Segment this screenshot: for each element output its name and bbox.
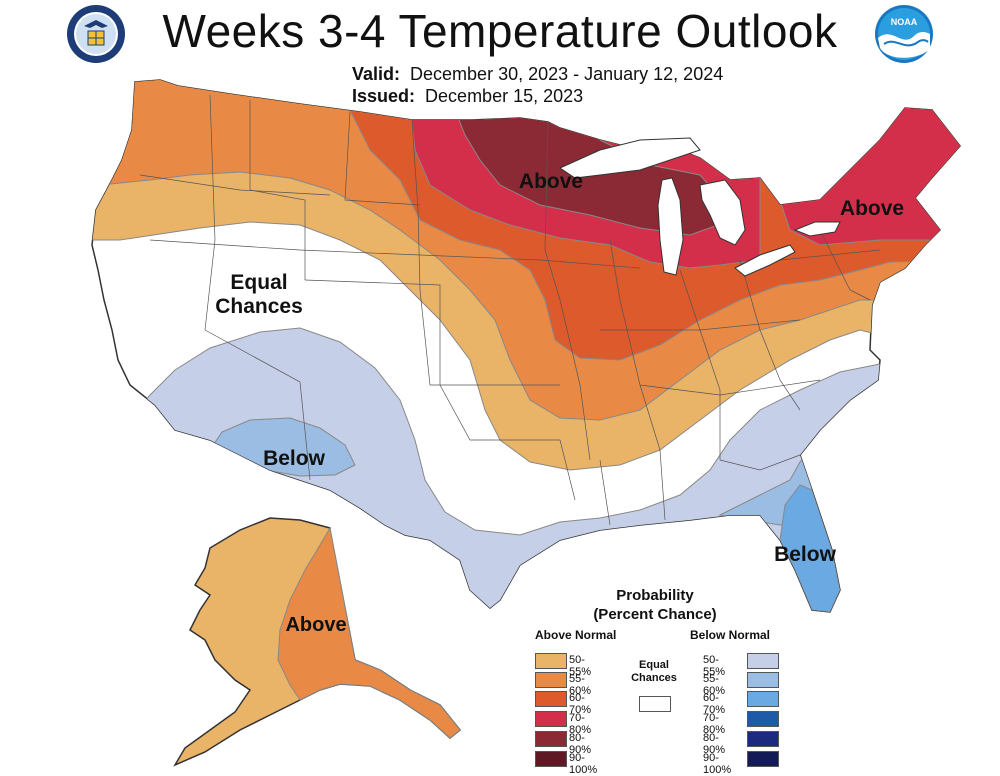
issued-value: December 15, 2023 [425, 86, 584, 106]
legend-swatch [535, 751, 567, 767]
legend-swatch [747, 653, 779, 669]
legend-equal-chances: Equal Chances [626, 659, 682, 685]
legend-swatch [535, 691, 567, 707]
label-below-florida: Below [774, 543, 837, 566]
legend-swatch [747, 711, 779, 727]
alaska-above-55-60 [277, 526, 461, 739]
legend-swatch [747, 691, 779, 707]
legend-label: 80-90% [569, 732, 592, 756]
lake-michigan [657, 177, 684, 276]
valid-dates: Valid: December 30, 2023 - January 12, 2… [352, 64, 723, 85]
legend-swatch [535, 672, 567, 688]
lake-ontario [793, 221, 841, 237]
legend-title: Probability (Percent Chance) [560, 586, 750, 624]
great-lakes [558, 137, 841, 277]
legend-swatch [535, 711, 567, 727]
legend-swatch [535, 731, 567, 747]
label-below-southwest: Below [263, 447, 326, 470]
conus-map [91, 79, 961, 613]
legend-title-line2: (Percent Chance) [593, 606, 717, 623]
valid-value: December 30, 2023 - January 12, 2024 [410, 64, 724, 84]
legend-above-heading: Above Normal [535, 628, 617, 642]
label-above-alaska: Above [285, 614, 346, 636]
above-70-80-northeast [779, 89, 960, 246]
state-boundaries [139, 94, 881, 526]
legend-swatch [747, 731, 779, 747]
legend-label: 90-100% [569, 752, 598, 776]
legend-title-line1: Probability [616, 587, 694, 604]
legend-swatch [747, 751, 779, 767]
lake-superior [558, 137, 701, 179]
page-title: Weeks 3-4 Temperature Outlook [162, 5, 838, 57]
legend-equal-line2: Chances [631, 672, 677, 684]
legend-label: 60-70% [703, 692, 726, 716]
label-equal-chances-line1: Equal [230, 271, 287, 294]
legend-label: 60-70% [569, 692, 592, 716]
legend-below-heading: Below Normal [690, 628, 771, 642]
legend-equal-line1: Equal [639, 659, 669, 671]
noaa-logo-text: NOAA [891, 17, 918, 27]
legend-swatch [535, 653, 567, 669]
alaska-map [173, 517, 462, 767]
label-above-midwest: Above [519, 170, 583, 193]
legend-label: 55-60% [569, 673, 592, 697]
legend-label: 70-80% [703, 712, 726, 736]
label-equal-chances-line2: Chances [215, 295, 303, 318]
label-above-northeast: Above [840, 197, 904, 220]
legend-label: 70-80% [569, 712, 592, 736]
lake-erie [734, 244, 796, 277]
lake-huron [699, 179, 746, 246]
legend-label: 80-90% [703, 732, 726, 756]
legend-label: 90-100% [703, 752, 732, 776]
below-60-70-florida [779, 484, 841, 612]
valid-label: Valid: [352, 64, 401, 84]
issued-date: Issued: December 15, 2023 [352, 86, 583, 107]
legend-label: 50-55% [569, 654, 592, 678]
issued-label: Issued: [352, 86, 416, 106]
noaa-logo-icon: NOAA [875, 5, 933, 63]
legend-equal-swatch [639, 696, 671, 712]
legend-swatch [747, 672, 779, 688]
legend-label: 55-60% [703, 673, 726, 697]
legend-label: 50-55% [703, 654, 726, 678]
commerce-seal-icon [67, 5, 125, 63]
